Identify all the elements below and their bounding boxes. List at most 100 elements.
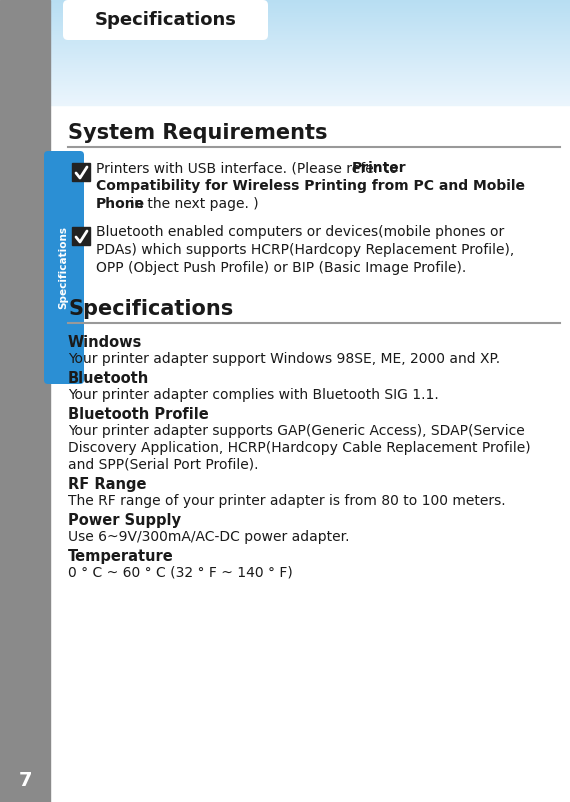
Text: 0 ° C ~ 60 ° C (32 ° F ~ 140 ° F): 0 ° C ~ 60 ° C (32 ° F ~ 140 ° F) xyxy=(68,566,293,580)
Bar xyxy=(72,227,90,245)
Bar xyxy=(50,95,570,96)
Bar xyxy=(50,12,570,13)
Bar xyxy=(50,62,570,63)
Bar xyxy=(50,83,570,84)
Bar xyxy=(50,82,570,83)
Bar xyxy=(50,97,570,98)
Bar xyxy=(50,11,570,12)
Bar xyxy=(50,88,570,89)
Bar xyxy=(50,2,570,3)
Bar xyxy=(50,60,570,61)
Bar xyxy=(50,4,570,5)
Bar xyxy=(50,21,570,22)
Bar xyxy=(50,43,570,44)
Bar xyxy=(50,24,570,25)
Bar xyxy=(50,29,570,30)
Bar xyxy=(50,94,570,95)
Text: Printer: Printer xyxy=(351,161,406,175)
Text: Use 6~9V/300mA/AC-DC power adapter.: Use 6~9V/300mA/AC-DC power adapter. xyxy=(68,530,349,544)
Bar xyxy=(50,91,570,92)
Bar xyxy=(50,85,570,86)
Bar xyxy=(50,3,570,4)
Bar xyxy=(50,74,570,75)
Bar xyxy=(50,78,570,79)
Text: Compatibility for Wireless Printing from PC and Mobile: Compatibility for Wireless Printing from… xyxy=(96,179,525,193)
Bar xyxy=(50,100,570,101)
Bar xyxy=(50,99,570,100)
Text: System Requirements: System Requirements xyxy=(68,123,328,143)
Bar xyxy=(50,66,570,67)
Bar xyxy=(50,58,570,59)
Bar xyxy=(50,87,570,88)
Bar xyxy=(50,39,570,40)
Text: PDAs) which supports HCRP(Hardcopy Replacement Profile),: PDAs) which supports HCRP(Hardcopy Repla… xyxy=(96,243,514,257)
Bar xyxy=(50,65,570,66)
Bar xyxy=(50,56,570,57)
Bar xyxy=(50,36,570,37)
Bar xyxy=(50,59,570,60)
Bar xyxy=(50,55,570,56)
Text: Specifications: Specifications xyxy=(58,226,68,309)
Bar xyxy=(50,10,570,11)
Bar xyxy=(50,46,570,47)
Bar xyxy=(50,30,570,31)
Text: Bluetooth enabled computers or devices(mobile phones or: Bluetooth enabled computers or devices(m… xyxy=(96,225,504,239)
Bar xyxy=(50,32,570,33)
Bar xyxy=(50,92,570,93)
Bar xyxy=(50,81,570,82)
Text: Your printer adapter complies with Bluetooth SIG 1.1.: Your printer adapter complies with Bluet… xyxy=(68,388,439,402)
Bar xyxy=(50,104,570,105)
Text: Specifications: Specifications xyxy=(68,299,233,319)
Bar xyxy=(50,1,570,2)
Bar xyxy=(50,103,570,104)
Bar xyxy=(50,86,570,87)
Bar xyxy=(50,33,570,34)
Bar xyxy=(50,80,570,81)
Text: Printers with USB interface. (Please refer to: Printers with USB interface. (Please ref… xyxy=(96,161,402,175)
Bar xyxy=(50,70,570,71)
Text: The RF range of your printer adapter is from 80 to 100 meters.: The RF range of your printer adapter is … xyxy=(68,494,506,508)
Bar xyxy=(50,9,570,10)
Text: Bluetooth: Bluetooth xyxy=(68,371,149,386)
Bar xyxy=(50,15,570,16)
Bar xyxy=(50,20,570,21)
Bar xyxy=(50,68,570,69)
Bar xyxy=(50,8,570,9)
Text: in the next page. ): in the next page. ) xyxy=(125,197,258,211)
Bar xyxy=(50,64,570,65)
Bar xyxy=(50,13,570,14)
Bar xyxy=(50,38,570,39)
Bar xyxy=(50,61,570,62)
Bar xyxy=(50,52,570,53)
Text: Specifications: Specifications xyxy=(95,11,237,29)
Bar xyxy=(50,47,570,48)
Bar xyxy=(50,101,570,102)
Bar xyxy=(50,0,570,1)
Bar xyxy=(50,69,570,70)
Bar xyxy=(50,40,570,41)
Bar xyxy=(50,35,570,36)
Bar xyxy=(50,37,570,38)
Text: and SPP(Serial Port Profile).: and SPP(Serial Port Profile). xyxy=(68,458,259,472)
Text: Phone: Phone xyxy=(96,197,145,211)
Bar xyxy=(50,42,570,43)
Text: RF Range: RF Range xyxy=(68,477,146,492)
Bar xyxy=(50,67,570,68)
Text: 7: 7 xyxy=(18,771,32,789)
Bar xyxy=(50,22,570,23)
Bar xyxy=(50,7,570,8)
Bar xyxy=(50,89,570,90)
Bar xyxy=(50,14,570,15)
Bar xyxy=(50,41,570,42)
Bar xyxy=(50,50,570,51)
Bar xyxy=(50,54,570,55)
Bar xyxy=(50,17,570,18)
Bar xyxy=(50,16,570,17)
Bar xyxy=(50,6,570,7)
Bar xyxy=(50,77,570,78)
Bar xyxy=(50,84,570,85)
Bar xyxy=(50,53,570,54)
Bar xyxy=(0,0,50,802)
Bar xyxy=(50,49,570,50)
Bar xyxy=(50,25,570,26)
